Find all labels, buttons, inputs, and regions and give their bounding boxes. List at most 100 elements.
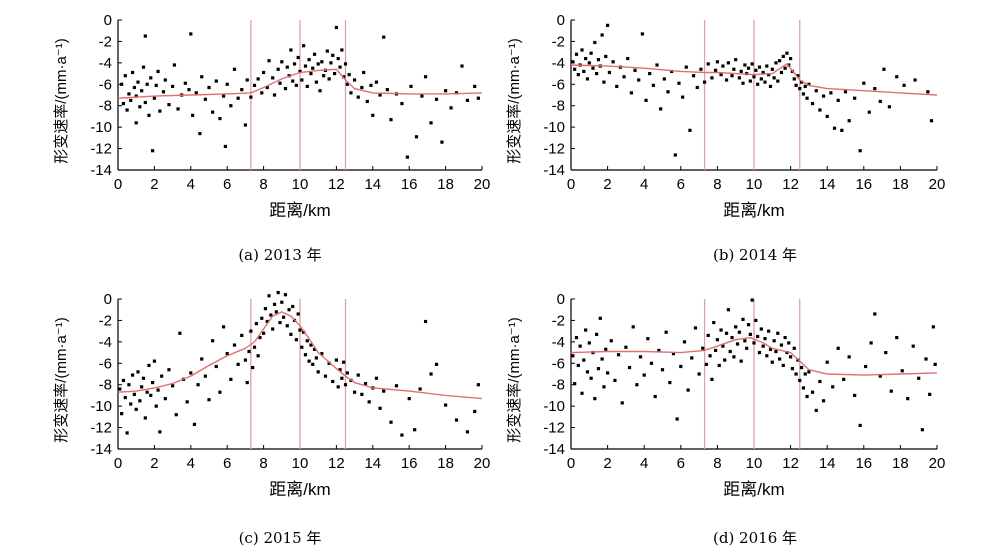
data-point-c-90 [331, 379, 335, 384]
y-tick-label-b-4: -8 [552, 98, 565, 115]
data-point-b-33 [655, 63, 659, 67]
x-tick-label-a-6: 12 [328, 176, 345, 193]
data-point-b-21 [611, 60, 615, 64]
caption-c: (c) 2015 年 [238, 529, 322, 547]
data-point-a-97 [343, 62, 348, 66]
data-point-d-95 [794, 372, 798, 376]
data-point-b-7 [584, 56, 588, 61]
data-point-c-27 [174, 413, 178, 417]
data-point-d-105 [818, 379, 822, 384]
data-point-c-26 [171, 384, 175, 388]
data-point-b-6 [582, 69, 586, 74]
data-point-d-16 [600, 357, 604, 361]
data-point-a-85 [322, 74, 326, 78]
data-point-a-105 [365, 99, 369, 104]
data-point-b-27 [633, 68, 637, 72]
data-point-c-81 [307, 359, 311, 363]
data-point-c-107 [382, 389, 386, 393]
data-point-b-99 [818, 108, 822, 112]
data-point-d-97 [798, 378, 802, 383]
data-point-d-76 [759, 327, 763, 331]
data-point-b-69 [757, 65, 762, 69]
y-tick-label-a-0: 0 [104, 12, 112, 29]
data-point-c-89 [327, 361, 331, 365]
data-point-b-112 [873, 86, 877, 91]
data-point-a-9 [134, 121, 138, 125]
x-tick-label-d-7: 14 [819, 455, 836, 472]
data-point-d-103 [810, 390, 815, 394]
data-point-c-111 [407, 397, 411, 401]
y-tick-label-c-1: -2 [99, 312, 112, 329]
y-tick-label-b-1: -2 [552, 33, 565, 50]
data-point-d-113 [858, 423, 862, 428]
data-point-d-81 [768, 347, 773, 351]
data-point-d-47 [706, 333, 710, 338]
data-point-d-48 [708, 354, 712, 358]
data-point-c-56 [262, 331, 266, 335]
x-tick-label-a-8: 16 [401, 176, 418, 193]
data-point-a-118 [420, 94, 424, 98]
x-tick-label-c-6: 12 [328, 455, 345, 472]
data-point-d-122 [906, 397, 910, 401]
data-point-c-101 [360, 392, 364, 396]
y-tick-label-c-7: -14 [90, 441, 112, 458]
data-point-d-19 [606, 371, 610, 375]
data-point-a-10 [136, 80, 140, 84]
data-point-a-47 [232, 67, 237, 71]
data-point-d-50 [712, 320, 716, 325]
data-point-b-82 [781, 54, 785, 59]
data-point-a-64 [283, 86, 288, 91]
data-point-a-104 [362, 70, 366, 75]
data-point-a-50 [243, 123, 247, 127]
data-point-c-51 [252, 345, 257, 349]
x-tick-label-c-10: 20 [474, 455, 491, 472]
data-point-a-2 [123, 74, 127, 78]
data-point-d-125 [920, 428, 924, 432]
data-point-c-76 [298, 328, 302, 332]
data-point-d-108 [831, 385, 835, 389]
data-point-b-47 [706, 62, 710, 66]
data-point-c-37 [211, 339, 215, 343]
y-tick-label-c-2: -4 [99, 334, 112, 351]
data-point-a-99 [347, 73, 351, 77]
data-point-c-115 [429, 372, 433, 376]
data-point-d-36 [668, 380, 672, 385]
data-point-c-53 [256, 354, 260, 358]
data-point-c-32 [192, 422, 197, 426]
data-point-a-34 [191, 113, 195, 117]
data-point-b-98 [814, 89, 818, 93]
data-point-c-58 [265, 319, 269, 324]
data-point-b-19 [606, 23, 610, 27]
y-tick-label-c-3: -6 [99, 355, 112, 372]
data-point-a-112 [389, 118, 393, 122]
data-point-d-90 [785, 350, 789, 355]
data-point-b-35 [662, 77, 666, 81]
data-point-c-20 [154, 404, 158, 408]
data-point-a-87 [325, 49, 329, 53]
data-point-b-111 [867, 110, 871, 114]
data-point-a-60 [272, 93, 277, 97]
data-point-b-58 [737, 76, 741, 80]
data-point-d-107 [825, 360, 829, 364]
data-point-d-26 [631, 325, 635, 329]
data-point-b-89 [794, 83, 798, 87]
data-point-d-109 [836, 346, 840, 350]
data-point-d-128 [931, 325, 935, 329]
trend-line-c [117, 311, 483, 400]
data-point-a-83 [318, 89, 322, 93]
data-point-d-69 [746, 323, 751, 327]
x-tick-label-d-4: 8 [713, 455, 721, 472]
data-point-c-106 [378, 406, 382, 410]
data-point-b-42 [688, 128, 692, 132]
data-point-a-53 [252, 83, 257, 87]
data-point-b-8 [585, 77, 590, 81]
data-point-b-92 [799, 80, 804, 84]
data-point-a-127 [465, 98, 470, 102]
y-tick-label-b-5: -10 [543, 119, 565, 136]
data-point-a-8 [134, 94, 138, 98]
data-point-c-83 [311, 362, 315, 366]
data-point-c-75 [296, 312, 300, 316]
data-point-b-70 [759, 77, 763, 81]
data-point-d-71 [750, 298, 754, 302]
